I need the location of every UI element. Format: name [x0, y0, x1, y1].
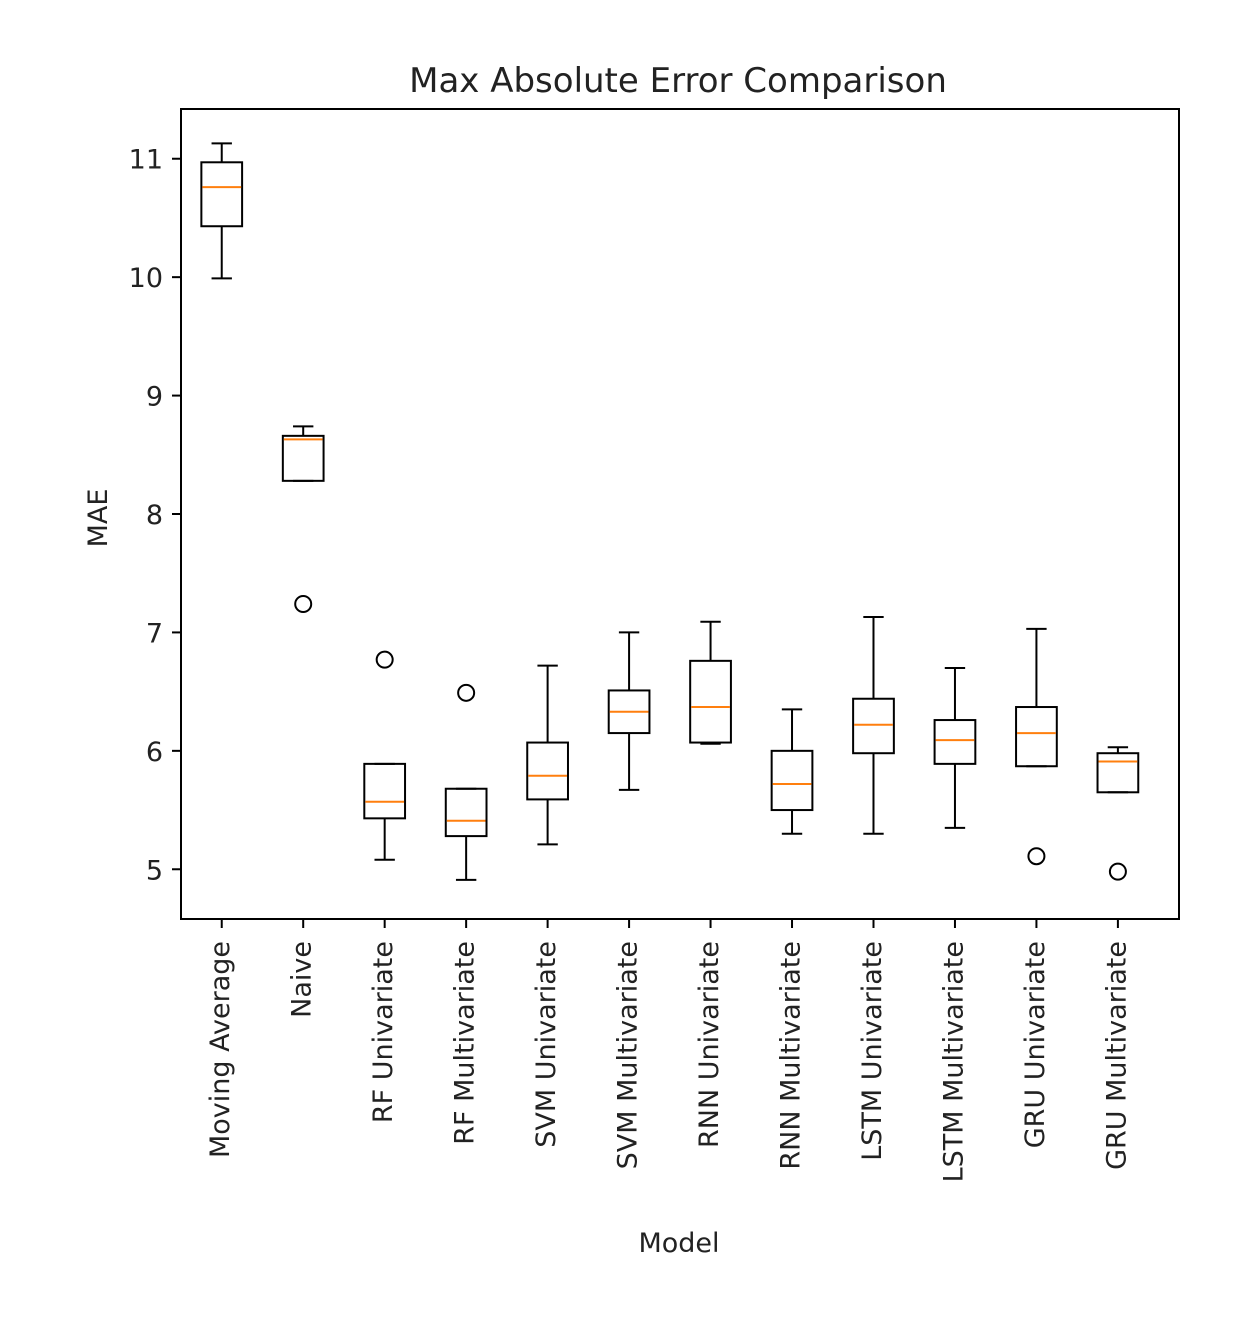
- box-iqr: [689, 659, 732, 744]
- box-iqr: [770, 749, 814, 812]
- y-tick-label: 10: [129, 263, 163, 294]
- x-tick-label: Naive: [287, 941, 318, 1018]
- outlier-point: [1027, 847, 1046, 866]
- x-tick-label: RF Multivariate: [450, 941, 481, 1145]
- x-tick-label: RF Univariate: [368, 941, 399, 1123]
- box-iqr: [444, 787, 488, 838]
- x-tick-label: RNN Univariate: [694, 941, 725, 1148]
- outlier-point: [457, 683, 476, 702]
- x-axis-label: Model: [638, 1228, 719, 1259]
- box-iqr: [1096, 752, 1140, 794]
- y-tick-label: 11: [129, 145, 163, 176]
- box-iqr: [607, 689, 651, 735]
- y-axis: 5 6 7 8 9 10 11: [129, 145, 181, 886]
- x-tick-label: LSTM Multivariate: [938, 941, 969, 1182]
- outlier-point: [375, 650, 394, 669]
- x-axis: Moving Average Naive RF Univariate RF Multi…: [205, 919, 1132, 1182]
- box-iqr: [933, 719, 977, 765]
- x-tick-label: RNN Multivariate: [776, 941, 807, 1170]
- box-iqr: [363, 762, 407, 820]
- y-tick-label: 6: [146, 737, 163, 768]
- x-tick-label: SVM Univariate: [531, 941, 562, 1148]
- y-tick-label: 5: [146, 855, 163, 886]
- x-tick-label: GRU Multivariate: [1101, 941, 1132, 1170]
- x-tick-label: GRU Univariate: [1020, 941, 1051, 1148]
- box-iqr: [281, 434, 325, 482]
- y-axis-label: MAE: [83, 489, 114, 548]
- y-tick-label: 9: [146, 382, 163, 413]
- box-iqr: [852, 697, 895, 755]
- box-iqr: [1015, 706, 1058, 768]
- box-iqr: [200, 161, 244, 228]
- y-tick-label: 8: [146, 500, 163, 531]
- chart-title: Max Absolute Error Comparison: [409, 61, 947, 101]
- outlier-point: [294, 595, 313, 613]
- y-tick-label: 7: [146, 618, 163, 649]
- plot-content: [200, 142, 1140, 881]
- plot-frame: [180, 108, 1180, 920]
- x-tick-label: LSTM Univariate: [857, 941, 888, 1161]
- x-tick-label: Moving Average: [205, 941, 236, 1158]
- box-iqr: [526, 741, 569, 801]
- x-tick-label: SVM Multivariate: [613, 941, 644, 1169]
- outlier-point: [1108, 862, 1127, 881]
